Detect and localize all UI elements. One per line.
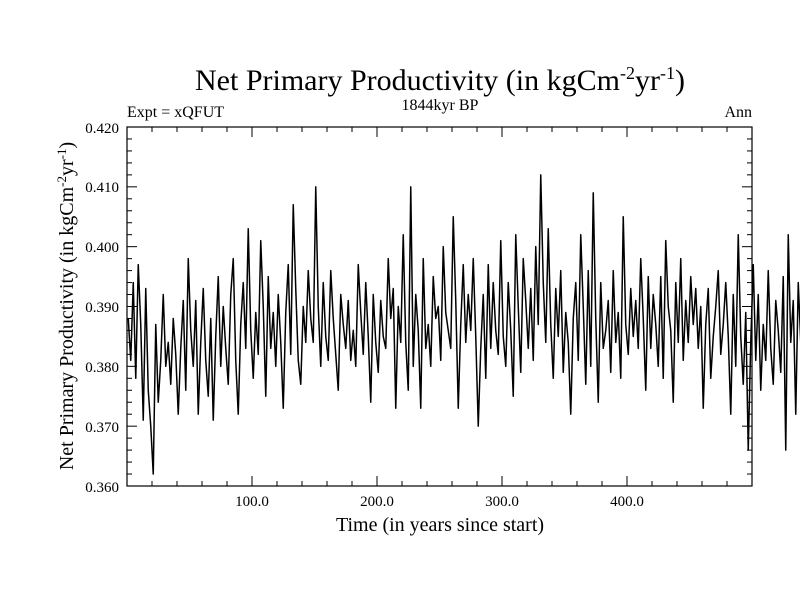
x-axis-label: Time (in years since start): [336, 514, 544, 536]
subtitle-label: 1844kyr BP: [402, 97, 479, 114]
chart-title: Net Primary Productivity (in kgCm-2yr-1): [195, 63, 685, 97]
axis-ticks: [126, 126, 753, 487]
season-label: Ann: [724, 104, 752, 121]
y-tick-label: 0.360: [85, 480, 119, 496]
y-axis-label: Net Primary Productivity (in kgCm-2yr-1): [54, 142, 78, 470]
x-tick-label: 400.0: [610, 494, 644, 510]
y-tick-label: 0.390: [85, 300, 119, 316]
y-tick-label: 0.420: [85, 121, 119, 137]
x-tick-label: 100.0: [235, 494, 269, 510]
y-tick-label: 0.370: [85, 420, 119, 436]
x-tick-label: 200.0: [360, 494, 394, 510]
experiment-label: Expt = xQFUT: [127, 104, 224, 121]
y-tick-label: 0.380: [85, 360, 119, 376]
chart-title-sup2: -1: [660, 63, 675, 83]
y-axis-label-sup1: -2: [54, 176, 69, 187]
y-axis-label-main: Net Primary Productivity (in kgCm: [56, 186, 78, 470]
chart-title-mid: yr: [635, 64, 660, 97]
chart-title-tail: ): [675, 64, 685, 97]
y-tick-label: 0.410: [85, 180, 119, 196]
chart-title-main: Net Primary Productivity (in kgCm: [195, 64, 620, 97]
y-axis-label-tail: ): [56, 142, 78, 149]
plot-frame: [126, 126, 753, 487]
chart-title-sup1: -2: [620, 63, 635, 83]
npp-series-line: [127, 174, 800, 475]
y-axis-label-mid: yr: [56, 159, 78, 176]
y-axis-label-sup2: -1: [54, 149, 69, 160]
y-tick-label: 0.400: [85, 240, 119, 256]
x-tick-label: 300.0: [485, 494, 519, 510]
